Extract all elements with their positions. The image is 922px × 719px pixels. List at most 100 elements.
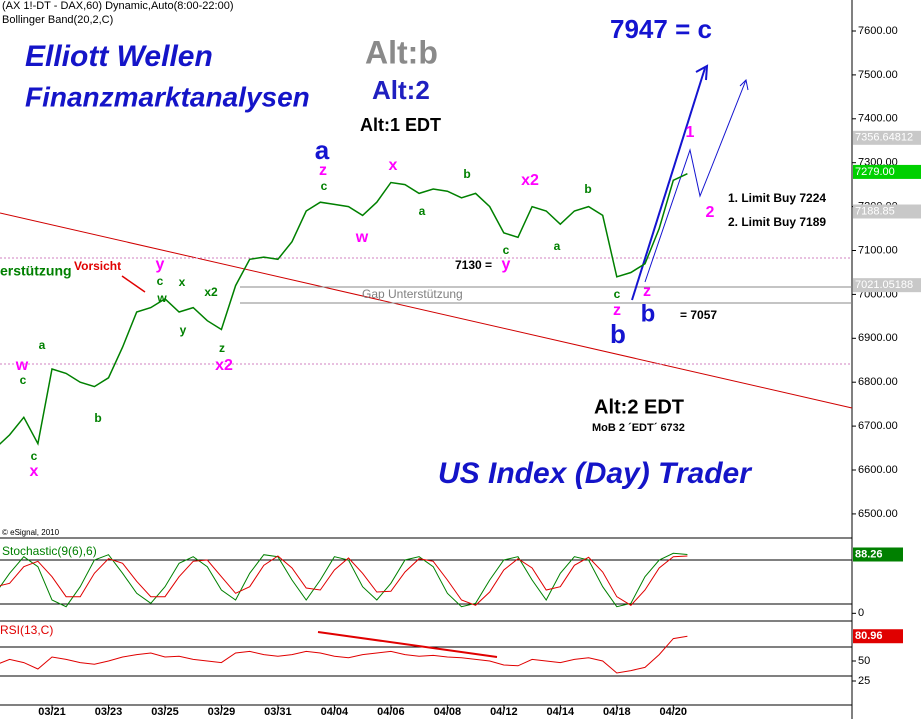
series-line	[0, 173, 688, 446]
wave-label: x	[389, 157, 398, 174]
header: Bollinger Band(20,2,C)	[2, 14, 113, 26]
wave-label: x2	[521, 172, 539, 189]
value-tag	[853, 629, 903, 644]
price-tag-label: 7279.00	[855, 166, 895, 178]
value-tag-label: 88.26	[855, 548, 883, 560]
wave-label: z	[613, 302, 621, 319]
x-tick-label: 03/29	[208, 706, 236, 718]
price-tag	[853, 278, 921, 293]
wave-label: x2	[215, 357, 233, 374]
arrow-head	[695, 64, 709, 81]
x-tick-label: 04/14	[547, 706, 575, 718]
wave-label: c	[31, 449, 38, 463]
wave-label: x2	[204, 285, 218, 299]
value-tag-label: 80.96	[855, 630, 883, 642]
wave-label: b	[610, 319, 626, 349]
y-tick-label: 0	[858, 607, 864, 619]
wave-label: c	[321, 179, 328, 193]
wave-label: 1	[686, 124, 695, 141]
price-tag-label: 7021.05188	[855, 279, 913, 291]
wave-label: z	[643, 283, 651, 300]
wave-label: w	[156, 291, 167, 305]
series-line	[0, 635, 688, 674]
wave-label: c	[503, 243, 510, 257]
annotation: 1. Limit Buy 7224	[728, 191, 826, 205]
annotation: US Index (Day) Trader	[438, 457, 753, 490]
y-tick-label: 50	[858, 655, 870, 667]
price-tag-label: 7188.85	[855, 205, 895, 217]
annotation: Alt:2 EDT	[594, 396, 684, 418]
annotation: Alt:2	[372, 75, 430, 105]
y-tick-label: 25	[858, 675, 870, 687]
divergence-line	[317, 631, 498, 658]
x-tick-label: 03/31	[264, 706, 292, 718]
y-tick-label: 7600.00	[858, 25, 898, 37]
wave-arrow	[631, 67, 706, 301]
wave-label: b	[94, 411, 101, 425]
wave-label: a	[39, 338, 46, 352]
x-tick-label: 03/25	[151, 706, 179, 718]
wave-label: y	[156, 256, 165, 273]
wave-label: c	[157, 274, 164, 288]
annotation: Vorsicht	[74, 259, 121, 273]
annotation: 7130 =	[455, 258, 492, 272]
y-tick-label: 6500.00	[858, 508, 898, 520]
price-tag	[853, 164, 921, 179]
annotation: Alt:1 EDT	[360, 115, 441, 135]
y-tick-label: 6700.00	[858, 420, 898, 432]
annotation: Finanzmarktanalysen	[25, 81, 310, 112]
panel-title: RSI(13,C)	[0, 623, 53, 637]
y-tick-label: 6900.00	[858, 332, 898, 344]
wave-label: z	[319, 162, 327, 179]
annotation: Gap Unterstützung	[362, 287, 463, 301]
wave-label: y	[502, 256, 511, 273]
y-tick-label: 7100.00	[858, 244, 898, 256]
price-tag-label: 7356.64812	[855, 132, 913, 144]
series-line	[0, 552, 688, 608]
y-tick-label: 7500.00	[858, 69, 898, 81]
wave-label: b	[463, 167, 470, 181]
price-tag	[853, 204, 921, 219]
x-tick-label: 04/06	[377, 706, 405, 718]
annotation: © eSignal, 2010	[2, 528, 60, 537]
wave-label: a	[315, 135, 330, 165]
wave-label: b	[584, 182, 591, 196]
wave-label: c	[20, 373, 27, 387]
annotation: MoB 2 ´EDT´ 6732	[592, 422, 685, 434]
annotation: erstützung	[0, 263, 72, 279]
arrow-head	[739, 78, 749, 91]
wave-label: a	[419, 204, 426, 218]
wave-label: w	[355, 229, 369, 246]
annotation: 2. Limit Buy 7189	[728, 215, 826, 229]
y-tick-label: 6600.00	[858, 464, 898, 476]
wave-label: w	[15, 357, 29, 374]
price-tag	[853, 130, 921, 145]
warning-arrow	[121, 275, 146, 293]
panel-title: Stochastic(9(6),6)	[2, 544, 97, 558]
wave-label: a	[554, 239, 561, 253]
wave-label: z	[219, 341, 225, 355]
y-tick-label: 7400.00	[858, 113, 898, 125]
value-tag	[853, 547, 903, 562]
x-tick-label: 04/12	[490, 706, 518, 718]
wave-label: x	[179, 275, 186, 289]
wave-label: y	[180, 323, 187, 337]
annotation: = 7057	[680, 308, 717, 322]
wave-label: b	[641, 300, 656, 327]
trend-line	[0, 212, 853, 409]
wave-label: 2	[706, 204, 715, 221]
y-tick-label: 6800.00	[858, 376, 898, 388]
x-tick-label: 03/21	[38, 706, 66, 718]
wave-label: c	[614, 287, 621, 301]
x-tick-label: 04/04	[321, 706, 349, 718]
x-tick-label: 04/18	[603, 706, 631, 718]
x-tick-label: 04/20	[660, 706, 688, 718]
annotation: Alt:b	[365, 34, 438, 70]
series-line	[0, 555, 688, 606]
wave-path	[644, 79, 747, 283]
x-tick-label: 04/08	[434, 706, 462, 718]
header: (AX 1!-DT - DAX,60) Dynamic,Auto(8:00-22…	[2, 0, 234, 12]
chart-title: Elliott Wellen	[25, 40, 213, 73]
wave-label: x	[30, 463, 39, 480]
